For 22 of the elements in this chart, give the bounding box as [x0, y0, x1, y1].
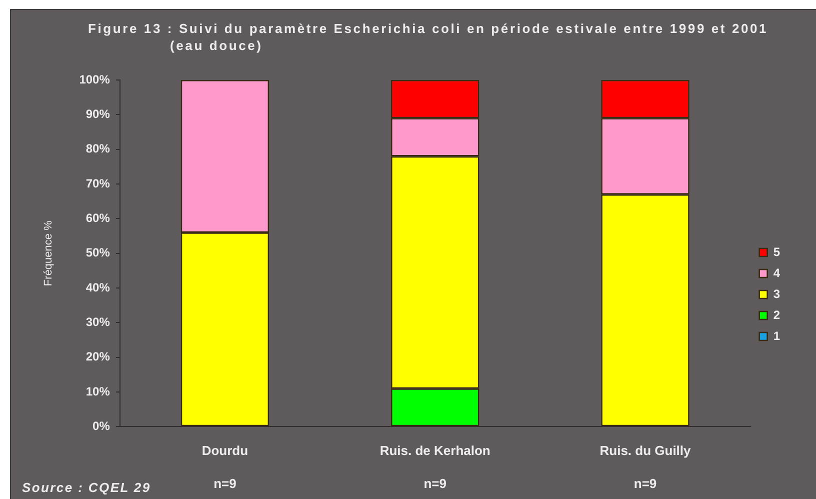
y-tick-label: 90%: [86, 106, 110, 121]
category-label: Dourdu n=9: [202, 442, 248, 492]
y-tick-label: 60%: [86, 210, 110, 225]
y-tick-label: 30%: [86, 315, 110, 330]
y-tick-label: 40%: [86, 280, 110, 294]
y-tick-label: 10%: [86, 384, 110, 398]
legend-label: 2: [773, 308, 780, 322]
source-note: Source : CQEL 29: [22, 480, 151, 495]
y-axis-title: Fréquence %: [42, 220, 55, 286]
y-tick-label: 20%: [86, 350, 110, 364]
legend-label: 1: [773, 328, 780, 343]
legend-label: 5: [773, 244, 780, 259]
y-tick-label: 50%: [86, 246, 110, 260]
legend-label: 4: [773, 266, 780, 280]
y-tick-label: 100%: [79, 72, 110, 86]
chart-title: Figure 13 : Suivi du paramètre Escherichia coli en période estivale entre 1999 et 2001 (eau douce): [88, 20, 770, 54]
category-label: Ruis. du Guilly n=9: [600, 442, 691, 492]
legend-label: 3: [773, 286, 780, 301]
y-tick-label: 0%: [92, 419, 110, 434]
category-label: Ruis. de Kerhalon n=9: [380, 442, 490, 492]
y-tick-label: 80%: [86, 142, 110, 156]
y-tick-label: 70%: [86, 176, 110, 190]
